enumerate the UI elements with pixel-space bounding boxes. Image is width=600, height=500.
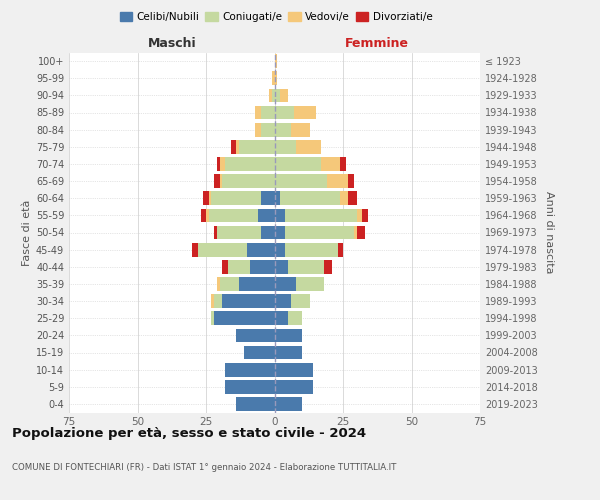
Bar xyxy=(275,380,313,394)
Bar xyxy=(247,243,275,256)
Bar xyxy=(206,208,209,222)
Bar xyxy=(275,88,280,102)
Bar xyxy=(354,226,357,239)
Bar xyxy=(275,174,326,188)
Bar xyxy=(288,260,324,274)
Bar xyxy=(239,140,275,153)
Bar xyxy=(275,192,280,205)
Bar xyxy=(217,277,220,291)
Bar xyxy=(340,192,349,205)
Bar xyxy=(214,312,275,325)
Bar xyxy=(280,88,288,102)
Bar xyxy=(223,174,275,188)
Bar xyxy=(223,294,275,308)
Bar xyxy=(230,140,236,153)
Bar xyxy=(225,363,275,376)
Bar xyxy=(275,260,288,274)
Bar xyxy=(220,157,225,171)
Bar xyxy=(291,294,310,308)
Bar xyxy=(200,208,206,222)
Bar xyxy=(272,88,275,102)
Bar xyxy=(275,226,286,239)
Bar xyxy=(280,192,340,205)
Bar xyxy=(286,226,354,239)
Bar xyxy=(193,243,198,256)
Bar xyxy=(286,208,356,222)
Bar xyxy=(261,226,275,239)
Bar xyxy=(250,260,275,274)
Bar xyxy=(356,226,365,239)
Bar xyxy=(217,226,261,239)
Bar xyxy=(275,72,277,85)
Bar xyxy=(326,174,349,188)
Y-axis label: Anni di nascita: Anni di nascita xyxy=(544,191,554,274)
Bar xyxy=(275,312,288,325)
Bar xyxy=(349,192,357,205)
Bar xyxy=(225,380,275,394)
Bar xyxy=(275,157,321,171)
Bar xyxy=(236,328,275,342)
Bar xyxy=(340,157,346,171)
Bar xyxy=(209,208,258,222)
Text: COMUNE DI FONTECHIARI (FR) - Dati ISTAT 1° gennaio 2024 - Elaborazione TUTTITALI: COMUNE DI FONTECHIARI (FR) - Dati ISTAT … xyxy=(12,462,397,471)
Bar xyxy=(286,243,338,256)
Text: Maschi: Maschi xyxy=(148,37,196,50)
Bar xyxy=(220,277,239,291)
Bar xyxy=(321,157,340,171)
Bar xyxy=(275,294,291,308)
Bar xyxy=(275,106,293,120)
Bar xyxy=(275,243,286,256)
Bar xyxy=(275,328,302,342)
Bar xyxy=(214,294,223,308)
Bar xyxy=(261,192,275,205)
Legend: Celibi/Nubili, Coniugati/e, Vedovi/e, Divorziati/e: Celibi/Nubili, Coniugati/e, Vedovi/e, Di… xyxy=(115,8,437,26)
Bar xyxy=(209,192,211,205)
Bar xyxy=(349,174,354,188)
Bar xyxy=(211,294,214,308)
Bar xyxy=(275,123,291,136)
Bar xyxy=(269,88,272,102)
Bar xyxy=(275,54,277,68)
Bar xyxy=(275,277,296,291)
Bar xyxy=(288,312,302,325)
Bar xyxy=(296,140,321,153)
Bar xyxy=(338,243,343,256)
Bar xyxy=(236,397,275,411)
Y-axis label: Fasce di età: Fasce di età xyxy=(22,200,32,266)
Bar xyxy=(239,277,275,291)
Bar xyxy=(214,174,220,188)
Bar xyxy=(228,260,250,274)
Bar xyxy=(356,208,362,222)
Bar xyxy=(220,174,223,188)
Bar xyxy=(261,123,275,136)
Bar xyxy=(211,312,214,325)
Bar xyxy=(293,106,316,120)
Text: Femmine: Femmine xyxy=(345,37,409,50)
Bar xyxy=(223,260,228,274)
Bar xyxy=(296,277,324,291)
Bar xyxy=(211,192,261,205)
Bar xyxy=(217,157,220,171)
Bar xyxy=(203,192,209,205)
Bar xyxy=(214,226,217,239)
Bar xyxy=(258,208,275,222)
Bar xyxy=(275,363,313,376)
Bar xyxy=(275,208,286,222)
Bar xyxy=(225,157,275,171)
Bar xyxy=(272,72,275,85)
Bar xyxy=(256,106,261,120)
Bar xyxy=(256,123,261,136)
Bar xyxy=(261,106,275,120)
Bar xyxy=(324,260,332,274)
Bar xyxy=(291,123,310,136)
Bar xyxy=(275,140,296,153)
Bar xyxy=(362,208,368,222)
Bar xyxy=(198,243,247,256)
Text: Popolazione per età, sesso e stato civile - 2024: Popolazione per età, sesso e stato civil… xyxy=(12,428,366,440)
Bar xyxy=(275,397,302,411)
Bar xyxy=(275,346,302,360)
Bar xyxy=(236,140,239,153)
Bar xyxy=(244,346,275,360)
